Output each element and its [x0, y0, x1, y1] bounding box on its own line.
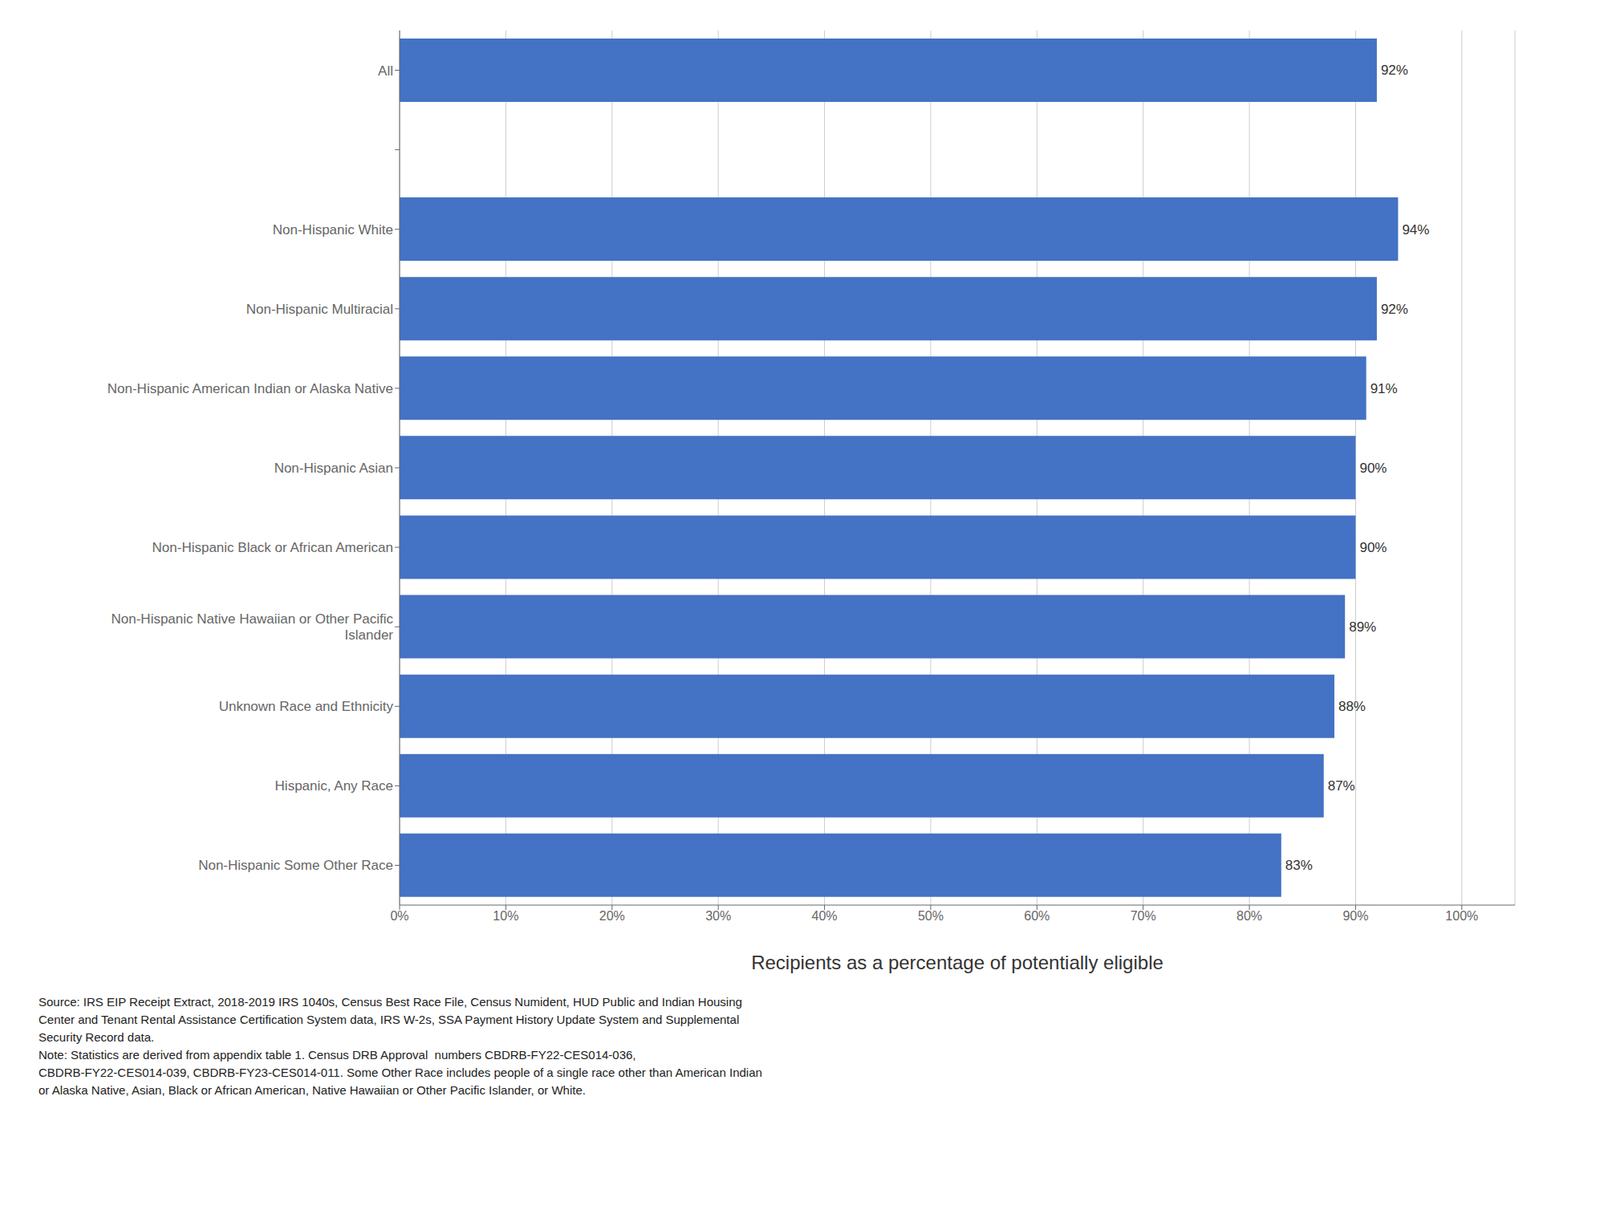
svg-text:92%: 92% [1380, 62, 1409, 78]
html-text:or Alaska Native, Asian, Black: or Alaska Native, Asian, Black or Africa… [38, 1083, 586, 1097]
svg-text:30%: 30% [705, 909, 731, 923]
svg-text:Non-Hispanic Black or African: Non-Hispanic Black or African American [152, 540, 394, 556]
svg-text:50%: 50% [917, 909, 944, 923]
svg-text:92%: 92% [1380, 301, 1409, 317]
svg-text:94%: 94% [1401, 222, 1430, 238]
html-text:Note: Statistics are derived f: Note: Statistics are derived from append… [38, 1047, 636, 1062]
svg-text:Hispanic, Any Race: Hispanic, Any Race [275, 778, 394, 794]
html-text:Source: IRS EIP Receipt Extrac: Source: IRS EIP Receipt Extract, 2018-20… [38, 994, 743, 1009]
svg-text:90%: 90% [1342, 909, 1369, 923]
svg-text:90%: 90% [1359, 540, 1387, 556]
svg-text:0%: 0% [389, 909, 409, 923]
svg-text:20%: 20% [599, 909, 626, 923]
svg-text:Non-Hispanic Asian: Non-Hispanic Asian [274, 460, 394, 476]
svg-text:Non-Hispanic Some Other Race: Non-Hispanic Some Other Race [198, 857, 394, 874]
svg-text:89%: 89% [1348, 619, 1377, 635]
svg-text:Unknown Race and Ethnicity: Unknown Race and Ethnicity [219, 698, 394, 715]
html-text:Security Record data.: Security Record data. [38, 1030, 155, 1044]
svg-text:Non-Hispanic American Indian o: Non-Hispanic American Indian or Alaska N… [107, 380, 394, 396]
svg-text:Non-Hispanic White: Non-Hispanic White [272, 221, 394, 237]
svg-text:60%: 60% [1023, 909, 1050, 923]
svg-text:90%: 90% [1359, 460, 1387, 476]
svg-text:91%: 91% [1370, 381, 1398, 397]
svg-text:Non-Hispanic Native Hawaiian o: Non-Hispanic Native Hawaiian or Other Pa… [111, 611, 394, 643]
html-text:CBDRB-FY22-CES014-039, CBDRB-F: CBDRB-FY22-CES014-039, CBDRB-FY23-CES014… [38, 1065, 763, 1080]
svg-text:88%: 88% [1338, 698, 1366, 715]
html-text:Center and Tenant Rental Assis: Center and Tenant Rental Assistance Cert… [38, 1012, 740, 1027]
svg-text:Non-Hispanic Multiracial: Non-Hispanic Multiracial [246, 300, 394, 317]
svg-text:70%: 70% [1130, 909, 1157, 923]
svg-text:87%: 87% [1327, 778, 1356, 794]
svg-text:All: All [377, 62, 394, 78]
svg-text:100%: 100% [1445, 909, 1479, 923]
svg-text:Recipients as a percentage of: Recipients as a percentage of potentiall… [751, 951, 1164, 974]
svg-text:83%: 83% [1285, 857, 1313, 874]
svg-text:80%: 80% [1236, 909, 1263, 923]
svg-text:40%: 40% [812, 909, 838, 923]
svg-text:10%: 10% [492, 909, 519, 923]
